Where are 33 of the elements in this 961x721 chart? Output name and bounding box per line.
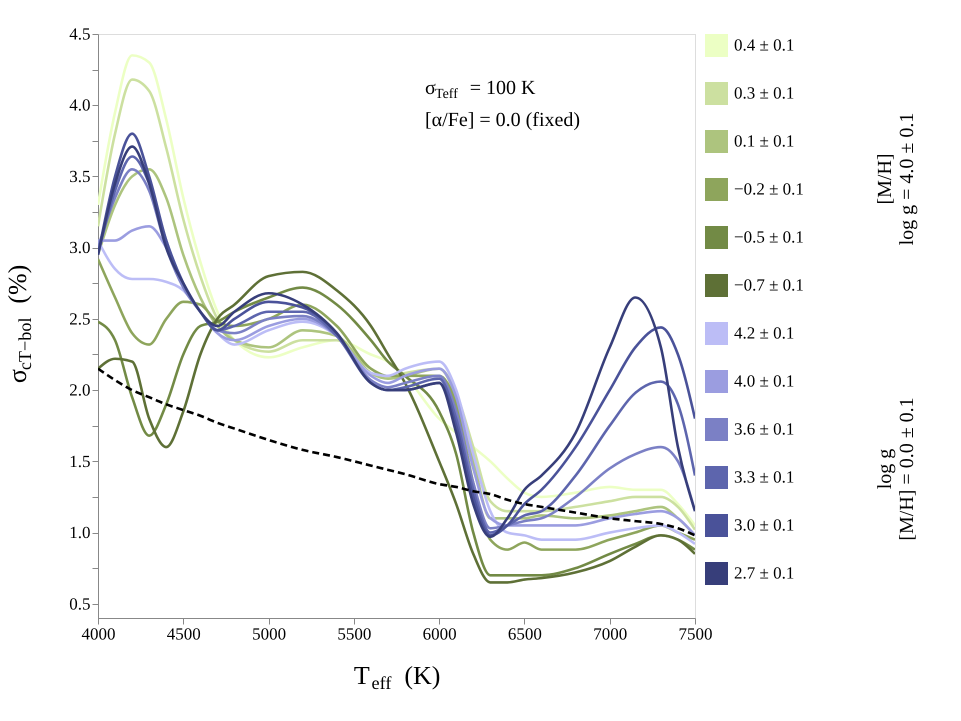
legend-label: 4.2 ± 0.1 <box>734 324 794 342</box>
x-tick-label: 4500 <box>166 624 201 644</box>
y-tick-label: 0.5 <box>69 594 90 614</box>
legend-label: 0.4 ± 0.1 <box>734 36 794 54</box>
x-tick-label: 5500 <box>337 624 372 644</box>
x-tick-label: 5000 <box>252 624 286 644</box>
y-axis-title: σcT−bol (%) <box>3 264 35 384</box>
x-tick-label: 7000 <box>593 624 628 644</box>
x-tick-label: 6500 <box>508 624 542 644</box>
x-tick-label: 6000 <box>422 624 457 644</box>
y-tick-label: 4.0 <box>69 96 90 115</box>
text: [M/H] log g = 4.0 ± 0.1 <box>874 112 918 246</box>
y-tick-label: 2.5 <box>69 309 90 328</box>
y-tick-label: 4.5 <box>69 24 90 44</box>
x-tick-label: 7500 <box>678 624 712 644</box>
legend-label: −0.7 ± 0.1 <box>734 276 804 294</box>
y-tick-label: 2.0 <box>69 380 90 400</box>
legend-label: 3.0 ± 0.1 <box>734 516 794 534</box>
legend-label: 0.3 ± 0.1 <box>734 84 794 102</box>
y-tick-label: 1.5 <box>69 452 90 471</box>
legend-label: 0.1 ± 0.1 <box>734 132 794 150</box>
x-tick-label: 4000 <box>82 624 116 644</box>
legend-label: 4.0 ± 0.1 <box>734 372 794 390</box>
legend-label: −0.5 ± 0.1 <box>734 228 804 246</box>
text: log g [M/H] = 0.0 ± 0.1 <box>874 397 918 541</box>
y-tick-label: 3.0 <box>69 238 90 258</box>
legend-label: 2.7 ± 0.1 <box>734 564 794 582</box>
legend-label: 3.3 ± 0.1 <box>734 468 794 486</box>
y-tick-label: 3.5 <box>69 166 90 186</box>
y-tick-label: 1.0 <box>69 523 90 542</box>
legend-label: −0.2 ± 0.1 <box>734 180 804 198</box>
annotation: [α/Fe] = 0.0 (fixed) <box>425 109 580 131</box>
legend-label: 3.6 ± 0.1 <box>734 420 794 438</box>
